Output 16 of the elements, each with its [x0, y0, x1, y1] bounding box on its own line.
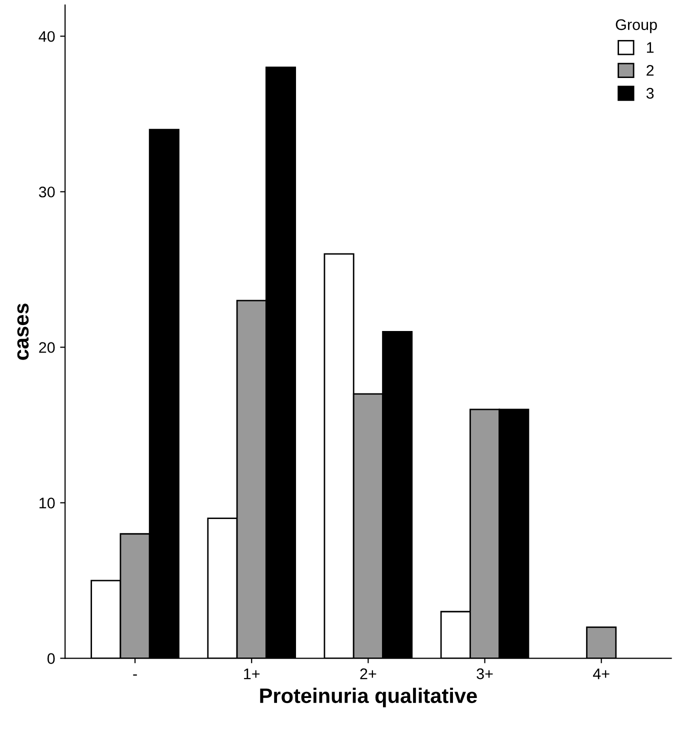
- x-tick-label: 1+: [244, 668, 260, 680]
- x-axis-title: Proteinuria qualitative: [260, 688, 477, 708]
- y-axis-title: cases: [17, 304, 29, 360]
- x-tick-label: 2+: [360, 668, 376, 680]
- legend-title: Group: [616, 19, 657, 34]
- legend-label: 2: [646, 65, 654, 76]
- x-tick-label: -: [133, 674, 137, 676]
- legend-label: 3: [646, 88, 654, 99]
- y-tick-label: 30: [38, 186, 55, 198]
- x-tick-label: 4+: [592, 668, 610, 680]
- y-tick-label: 20: [39, 342, 55, 353]
- y-tick-label: 40: [38, 31, 55, 42]
- legend-label: 1: [646, 42, 654, 53]
- y-tick-label: 10: [40, 498, 55, 508]
- y-tick-label: 0: [47, 653, 55, 664]
- x-tick-label: 3+: [476, 668, 493, 680]
